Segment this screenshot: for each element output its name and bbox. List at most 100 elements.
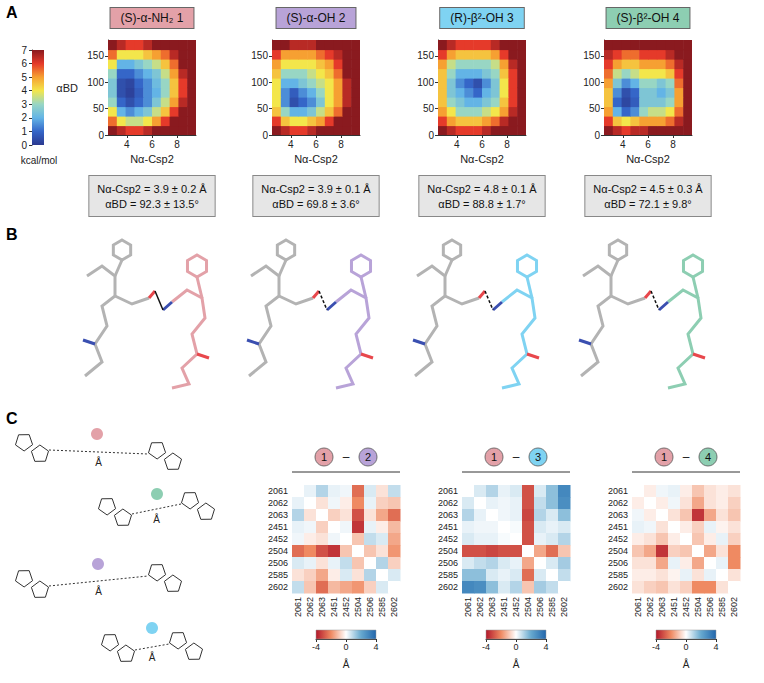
svg-text:Nα-Csp2: Nα-Csp2 [130, 153, 174, 165]
svg-text:2062: 2062 [438, 498, 458, 508]
svg-text:2063: 2063 [317, 597, 327, 617]
svg-text:Å: Å [95, 585, 102, 597]
svg-text:2: 2 [21, 112, 27, 123]
svg-text:0: 0 [343, 642, 348, 652]
svg-text:0: 0 [21, 140, 27, 151]
svg-text:0: 0 [262, 130, 268, 141]
svg-text:Å: Å [153, 513, 160, 525]
svg-text:A: A [6, 4, 18, 21]
svg-text:2061: 2061 [463, 597, 473, 617]
svg-text:100: 100 [417, 77, 434, 88]
svg-text:2602: 2602 [389, 597, 399, 617]
svg-text:2585: 2585 [717, 597, 727, 617]
svg-text:150: 150 [251, 50, 268, 61]
svg-text:2506: 2506 [535, 597, 545, 617]
svg-text:Å: Å [149, 651, 156, 663]
svg-text:4: 4 [620, 139, 626, 150]
svg-text:1: 1 [321, 451, 327, 463]
svg-text:0: 0 [683, 642, 688, 652]
svg-text:100: 100 [87, 77, 104, 88]
svg-text:4: 4 [543, 642, 548, 652]
svg-text:100: 100 [583, 77, 600, 88]
svg-text:2585: 2585 [608, 570, 628, 580]
svg-text:50: 50 [257, 103, 269, 114]
svg-text:2585: 2585 [268, 570, 288, 580]
svg-text:2062: 2062 [305, 597, 315, 617]
svg-text:4: 4 [288, 139, 294, 150]
svg-text:0: 0 [594, 130, 600, 141]
svg-text:Nα-Csp2 = 4.8 ± 0.1 Å: Nα-Csp2 = 4.8 ± 0.1 Å [427, 183, 537, 195]
svg-text:2451: 2451 [329, 597, 339, 617]
svg-text:4: 4 [373, 642, 378, 652]
svg-text:2061: 2061 [268, 486, 288, 496]
svg-text:0: 0 [98, 130, 104, 141]
svg-text:-4: -4 [312, 642, 320, 652]
svg-text:Å: Å [683, 658, 690, 670]
svg-text:2504: 2504 [268, 546, 288, 556]
svg-text:2061: 2061 [633, 597, 643, 617]
svg-text:Å: Å [343, 658, 350, 670]
svg-text:2452: 2452 [681, 597, 691, 617]
svg-text:2506: 2506 [705, 597, 715, 617]
svg-text:Nα-Csp2: Nα-Csp2 [294, 153, 338, 165]
svg-text:–: – [513, 450, 520, 464]
svg-text:2452: 2452 [268, 534, 288, 544]
svg-text:(S)-α-OH 2: (S)-α-OH 2 [287, 11, 346, 25]
svg-text:2451: 2451 [268, 522, 288, 532]
svg-text:2602: 2602 [559, 597, 569, 617]
svg-text:2451: 2451 [608, 522, 628, 532]
svg-text:2452: 2452 [341, 597, 351, 617]
svg-text:2061: 2061 [438, 486, 458, 496]
svg-text:2451: 2451 [438, 522, 458, 532]
svg-text:3: 3 [535, 451, 541, 463]
svg-text:Nα-Csp2 = 3.9 ± 0.2 Å: Nα-Csp2 = 3.9 ± 0.2 Å [97, 183, 207, 195]
svg-text:8: 8 [338, 139, 344, 150]
svg-text:2602: 2602 [438, 582, 458, 592]
svg-text:2063: 2063 [487, 597, 497, 617]
svg-text:6: 6 [149, 139, 155, 150]
svg-text:0: 0 [513, 642, 518, 652]
svg-text:2585: 2585 [547, 597, 557, 617]
svg-text:Å: Å [95, 456, 102, 468]
svg-text:Nα-Csp2: Nα-Csp2 [626, 153, 670, 165]
svg-text:2061: 2061 [608, 486, 628, 496]
svg-text:6: 6 [313, 139, 319, 150]
svg-text:2602: 2602 [729, 597, 739, 617]
svg-text:αBD = 69.8 ± 3.6°: αBD = 69.8 ± 3.6° [272, 198, 359, 210]
svg-text:2: 2 [365, 451, 371, 463]
svg-text:2451: 2451 [499, 597, 509, 617]
svg-text:2504: 2504 [438, 546, 458, 556]
svg-text:0: 0 [428, 130, 434, 141]
svg-text:(S)-α-NH₂ 1: (S)-α-NH₂ 1 [121, 11, 184, 25]
svg-text:2063: 2063 [657, 597, 667, 617]
svg-text:5: 5 [21, 72, 27, 83]
svg-text:6: 6 [21, 58, 27, 69]
svg-text:2452: 2452 [511, 597, 521, 617]
svg-text:2506: 2506 [365, 597, 375, 617]
svg-text:150: 150 [87, 50, 104, 61]
svg-text:1: 1 [661, 451, 667, 463]
svg-text:1: 1 [491, 451, 497, 463]
svg-text:100: 100 [251, 77, 268, 88]
svg-text:8: 8 [174, 139, 180, 150]
svg-text:3: 3 [21, 99, 27, 110]
svg-text:4: 4 [705, 451, 711, 463]
svg-text:–: – [683, 450, 690, 464]
svg-text:2506: 2506 [268, 558, 288, 568]
svg-text:4: 4 [124, 139, 130, 150]
svg-text:B: B [6, 226, 18, 243]
svg-text:2504: 2504 [693, 597, 703, 617]
svg-text:50: 50 [589, 103, 601, 114]
svg-text:1: 1 [21, 126, 27, 137]
svg-text:2602: 2602 [608, 582, 628, 592]
svg-text:7: 7 [21, 45, 27, 56]
svg-text:Nα-Csp2 = 4.5 ± 0.3 Å: Nα-Csp2 = 4.5 ± 0.3 Å [593, 183, 703, 195]
svg-text:(R)-β²-OH 3: (R)-β²-OH 3 [450, 11, 514, 25]
svg-text:-4: -4 [482, 642, 490, 652]
svg-text:8: 8 [504, 139, 510, 150]
svg-text:2062: 2062 [645, 597, 655, 617]
svg-text:8: 8 [670, 139, 676, 150]
svg-text:50: 50 [93, 103, 105, 114]
svg-text:2063: 2063 [268, 510, 288, 520]
svg-text:2061: 2061 [293, 597, 303, 617]
